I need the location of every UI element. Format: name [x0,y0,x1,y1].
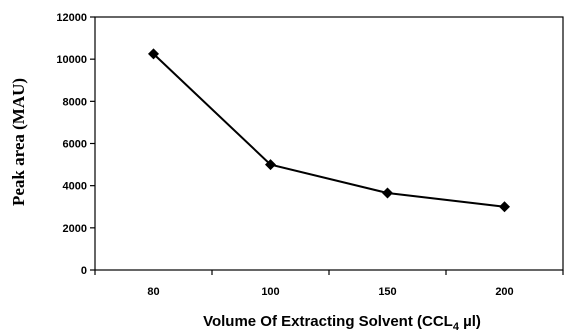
y-tick-label: 10000 [56,54,87,66]
x-tick-label: 200 [495,286,513,298]
data-point-marker [148,48,159,60]
data-point-marker [265,159,276,171]
series-line [152,53,505,208]
axes [94,16,564,271]
y-tick-label: 0 [81,265,87,277]
plot-area-border [94,16,564,271]
y-axis-label: Peak area (MAU) [9,78,28,206]
x-axis-label: Volume Of Extracting Solvent (CCL4 µl) [203,313,481,331]
y-tick-label: 4000 [63,181,87,193]
x-tick-label: 100 [261,286,279,298]
x-axis-label-subscript: 4 [453,321,460,331]
data-point-marker [382,187,393,199]
x-axis-label-prefix: Volume Of Extracting Solvent (CCL [203,313,453,330]
y-tick-label: 12000 [56,12,87,24]
x-tick-label: 80 [147,286,159,298]
y-axis-ticks: 0 2000 4000 6000 8000 10000 12000 [56,12,95,277]
y-tick-label: 8000 [63,96,87,108]
x-axis-label-suffix: µl) [459,313,481,330]
x-tick-label: 150 [378,286,396,298]
data-point-marker [499,201,510,213]
x-axis-ticks: 80 100 150 200 [94,270,564,298]
series-layer [148,48,510,213]
y-tick-label: 2000 [63,223,87,235]
y-tick-label: 6000 [63,139,87,151]
